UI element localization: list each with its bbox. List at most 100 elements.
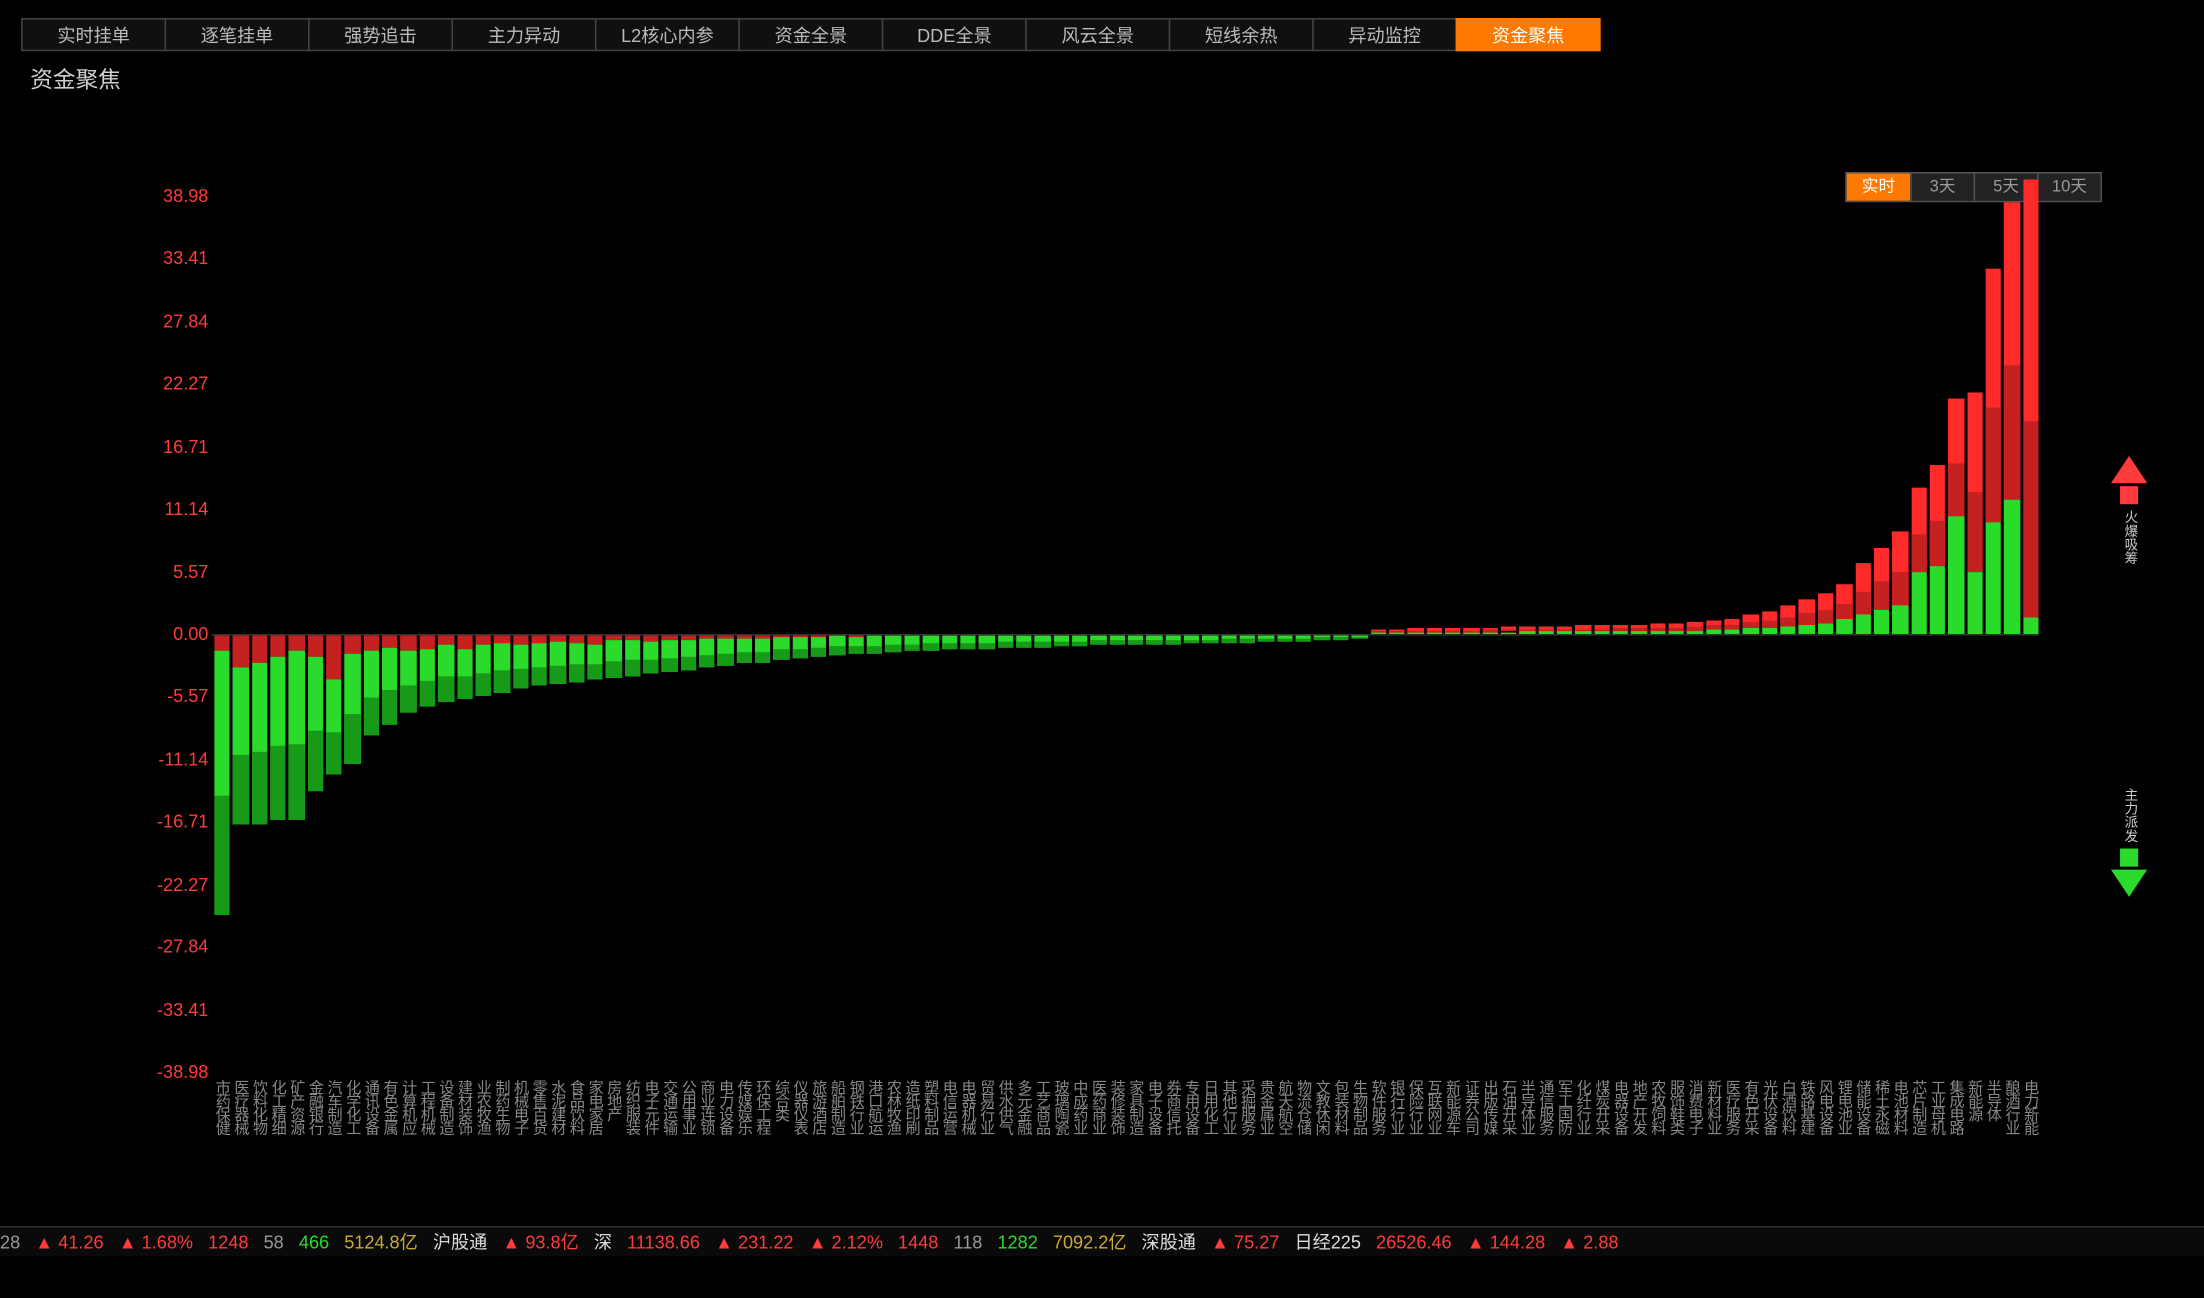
bar[interactable] (1482, 628, 1498, 635)
bar[interactable] (1762, 611, 1778, 634)
bar[interactable] (1613, 625, 1629, 634)
bar[interactable] (792, 634, 808, 659)
bar[interactable] (1631, 625, 1647, 634)
ticker-item: 日经225 (1294, 1229, 1360, 1255)
bar[interactable] (233, 634, 249, 825)
bar[interactable] (848, 634, 864, 654)
top-tab[interactable]: 强势追击 (308, 18, 453, 51)
bar[interactable] (662, 634, 678, 672)
bar[interactable] (1874, 548, 1890, 634)
bar[interactable] (997, 634, 1013, 648)
bar[interactable] (457, 634, 473, 699)
bar[interactable] (1911, 488, 1927, 634)
top-tab[interactable]: 资金全景 (738, 18, 883, 51)
bar[interactable] (1594, 626, 1610, 635)
bar[interactable] (587, 634, 603, 680)
bar[interactable] (774, 634, 790, 660)
top-tab[interactable]: DDE全景 (882, 18, 1027, 51)
bar[interactable] (979, 634, 995, 649)
bar[interactable] (923, 634, 939, 650)
x-axis-label: 芯片制造 (1909, 1080, 1925, 1134)
bar[interactable] (1557, 626, 1573, 634)
top-tab[interactable]: L2核心内参 (595, 18, 740, 51)
bar[interactable] (904, 634, 920, 651)
bar[interactable] (681, 634, 697, 670)
bar[interactable] (1836, 584, 1852, 635)
bar[interactable] (513, 634, 529, 688)
bar[interactable] (494, 634, 510, 692)
bar[interactable] (214, 634, 230, 915)
bar[interactable] (1072, 634, 1088, 646)
bar[interactable] (718, 634, 734, 665)
bar[interactable] (755, 634, 771, 662)
arrow-up-icon (2111, 456, 2147, 483)
bar[interactable] (736, 634, 752, 663)
top-tab[interactable]: 资金聚焦 (1456, 18, 1601, 51)
bar[interactable] (1725, 618, 1741, 634)
bar[interactable] (550, 634, 566, 685)
bar[interactable] (531, 634, 547, 686)
bar[interactable] (401, 634, 417, 713)
bar[interactable] (289, 634, 305, 819)
x-axis-label: 工程机械 (418, 1080, 434, 1134)
bar[interactable] (364, 634, 380, 735)
x-axis-label: 传媒娱乐 (735, 1080, 751, 1134)
bar[interactable] (625, 634, 641, 676)
x-axis-label: 化纤行业 (1574, 1080, 1590, 1134)
bar[interactable] (811, 634, 827, 656)
top-tab[interactable]: 实时挂单 (21, 18, 166, 51)
bar[interactable] (326, 634, 342, 774)
bar[interactable] (1892, 532, 1908, 634)
bar[interactable] (1818, 594, 1834, 634)
bar[interactable] (1109, 634, 1125, 645)
bar[interactable] (308, 634, 324, 791)
bar[interactable] (1091, 634, 1107, 645)
bar[interactable] (569, 634, 585, 682)
bar[interactable] (830, 634, 846, 655)
bar[interactable] (1706, 620, 1722, 634)
bar[interactable] (270, 634, 286, 819)
bar[interactable] (1743, 614, 1759, 634)
bar[interactable] (1575, 626, 1591, 634)
bar[interactable] (475, 634, 491, 696)
bar[interactable] (1053, 634, 1069, 646)
bar[interactable] (1855, 563, 1871, 634)
bar[interactable] (2023, 180, 2039, 634)
bar[interactable] (699, 634, 715, 668)
top-tab[interactable]: 主力异动 (451, 18, 596, 51)
bar[interactable] (886, 634, 902, 652)
bar[interactable] (606, 634, 622, 678)
bar[interactable] (1781, 606, 1797, 634)
bar[interactable] (1986, 269, 2002, 634)
bar[interactable] (1669, 623, 1685, 634)
bar[interactable] (1948, 398, 1964, 634)
bar[interactable] (1650, 624, 1666, 634)
bar[interactable] (643, 634, 659, 673)
x-axis-label: 出版传媒 (1481, 1080, 1497, 1134)
bar[interactable] (1128, 634, 1144, 644)
top-tab[interactable]: 短线余热 (1169, 18, 1314, 51)
bar[interactable] (2004, 202, 2020, 634)
bar[interactable] (1967, 393, 1983, 635)
x-axis-label: 商业连锁 (698, 1080, 714, 1134)
bar[interactable] (1930, 466, 1946, 635)
bar[interactable] (1035, 634, 1051, 647)
bar[interactable] (438, 634, 454, 701)
top-tab[interactable]: 风云全景 (1025, 18, 1170, 51)
top-tab[interactable]: 异动监控 (1312, 18, 1457, 51)
bar[interactable] (1501, 627, 1517, 634)
bar[interactable] (1147, 634, 1163, 644)
bar[interactable] (345, 634, 361, 763)
bar[interactable] (942, 634, 958, 650)
bar[interactable] (1687, 622, 1703, 634)
bar[interactable] (382, 634, 398, 724)
bar[interactable] (1016, 634, 1032, 647)
bar[interactable] (1519, 627, 1535, 635)
bar[interactable] (867, 634, 883, 653)
top-tab[interactable]: 逐笔挂单 (165, 18, 310, 51)
bar[interactable] (419, 634, 435, 707)
bar[interactable] (252, 634, 268, 825)
bar[interactable] (960, 634, 976, 649)
bar[interactable] (1538, 626, 1554, 634)
bar[interactable] (1799, 600, 1815, 634)
